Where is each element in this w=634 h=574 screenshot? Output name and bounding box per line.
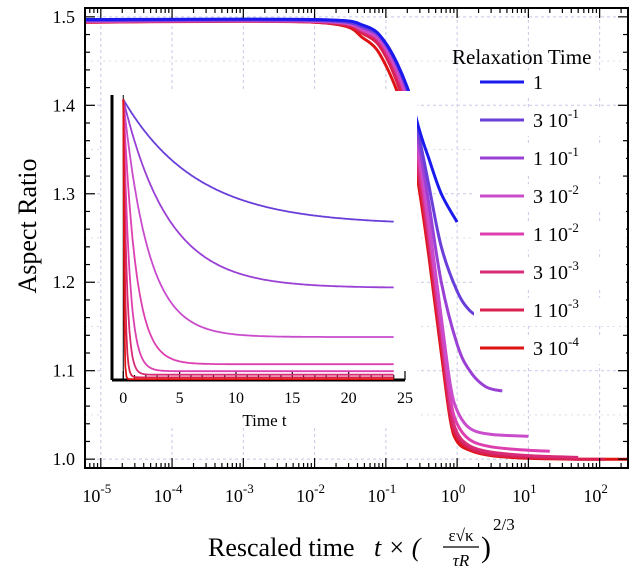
inset-x-tick-label: 20 [341, 390, 357, 407]
x-axis-title: Rescaled time [208, 533, 355, 562]
legend-title: Relaxation Time [452, 45, 591, 69]
legend-entry-label: 3 10-2 [533, 182, 579, 208]
formula-rhs: ) [481, 531, 491, 564]
formula-exponent: 2/3 [493, 515, 515, 534]
legend-entry-bg [474, 298, 626, 326]
x-tick-label: 10-4 [154, 481, 183, 506]
x-tick-label: 10-3 [225, 481, 254, 506]
inset-x-tick-label: 15 [284, 390, 300, 407]
x-tick-label: 10-5 [82, 481, 111, 506]
inset-series-line [122, 99, 394, 338]
y-tick-label: 1.5 [53, 7, 76, 27]
inset-x-axis-title: Time t [242, 411, 287, 430]
y-tick-label: 1.0 [53, 449, 76, 469]
formula-lhs: t × ( [374, 533, 422, 562]
legend-entry-label: 3 10-4 [533, 334, 579, 360]
legend-entry-label: 3 10-3 [533, 258, 579, 284]
legend-entry-label: 1 10-2 [533, 220, 579, 246]
x-tick-label: 101 [512, 481, 537, 506]
x-tick-label: 10-1 [367, 481, 396, 506]
legend-entry-bg [474, 108, 626, 136]
main-axis-ticks [84, 8, 628, 468]
inset-chart: 0 5 10 15 20 25 Time t [102, 91, 417, 430]
y-tick-labels: 1.0 1.1 1.2 1.3 1.4 1.5 [53, 7, 76, 469]
y-axis-title: Aspect Ratio [13, 158, 42, 293]
main-series [84, 17, 629, 461]
inset-background [102, 91, 417, 426]
inset-series-line [122, 99, 394, 373]
inset-x-tick-label: 5 [176, 390, 184, 407]
legend-entry-label: 1 10-3 [533, 296, 579, 322]
inset-x-tick-label: 0 [119, 390, 127, 407]
inset-x-tick-label: 25 [397, 390, 413, 407]
formula-numerator: ε√κ [448, 526, 473, 545]
x-axis-formula: t × ( ε√κ τR)2/3 [374, 515, 515, 570]
legend-entry-bg [474, 184, 626, 212]
main-plot-frame [84, 7, 629, 469]
series-line [84, 17, 459, 223]
x-tick-label: 10-2 [296, 481, 325, 506]
legend-entry-bg [474, 336, 626, 364]
inset-x-tick-label: 10 [228, 390, 244, 407]
legend-entry-bg [474, 146, 626, 174]
legend-entry-bg [474, 70, 626, 98]
formula-denominator: τR [453, 551, 470, 570]
inset-series-line [122, 99, 394, 379]
inset-series-line [122, 98, 394, 223]
inset-series-line [122, 99, 394, 366]
legend-entry-label: 3 10-1 [533, 106, 579, 132]
legend-entry-bg [474, 260, 626, 288]
y-tick-label: 1.2 [53, 272, 76, 292]
y-tick-label: 1.3 [53, 184, 76, 204]
y-tick-label: 1.1 [53, 361, 76, 381]
inset-series-line [122, 99, 394, 376]
x-tick-label: 100 [441, 481, 466, 506]
y-tick-label: 1.4 [53, 95, 76, 115]
x-tick-label: 102 [583, 481, 608, 506]
legend-entry-bg [474, 222, 626, 250]
legend-entry-label: 1 [533, 72, 543, 94]
x-tick-labels: 10-5 10-4 10-3 10-2 10-1 100 101 102 [82, 481, 608, 506]
inset-series-line [122, 99, 394, 289]
inset-series-line [122, 99, 394, 380]
legend: Relaxation Time 1 3 10-1 1 10-1 3 10-2 1 10-… [452, 45, 626, 364]
legend-entry-label: 1 10-1 [533, 144, 579, 170]
